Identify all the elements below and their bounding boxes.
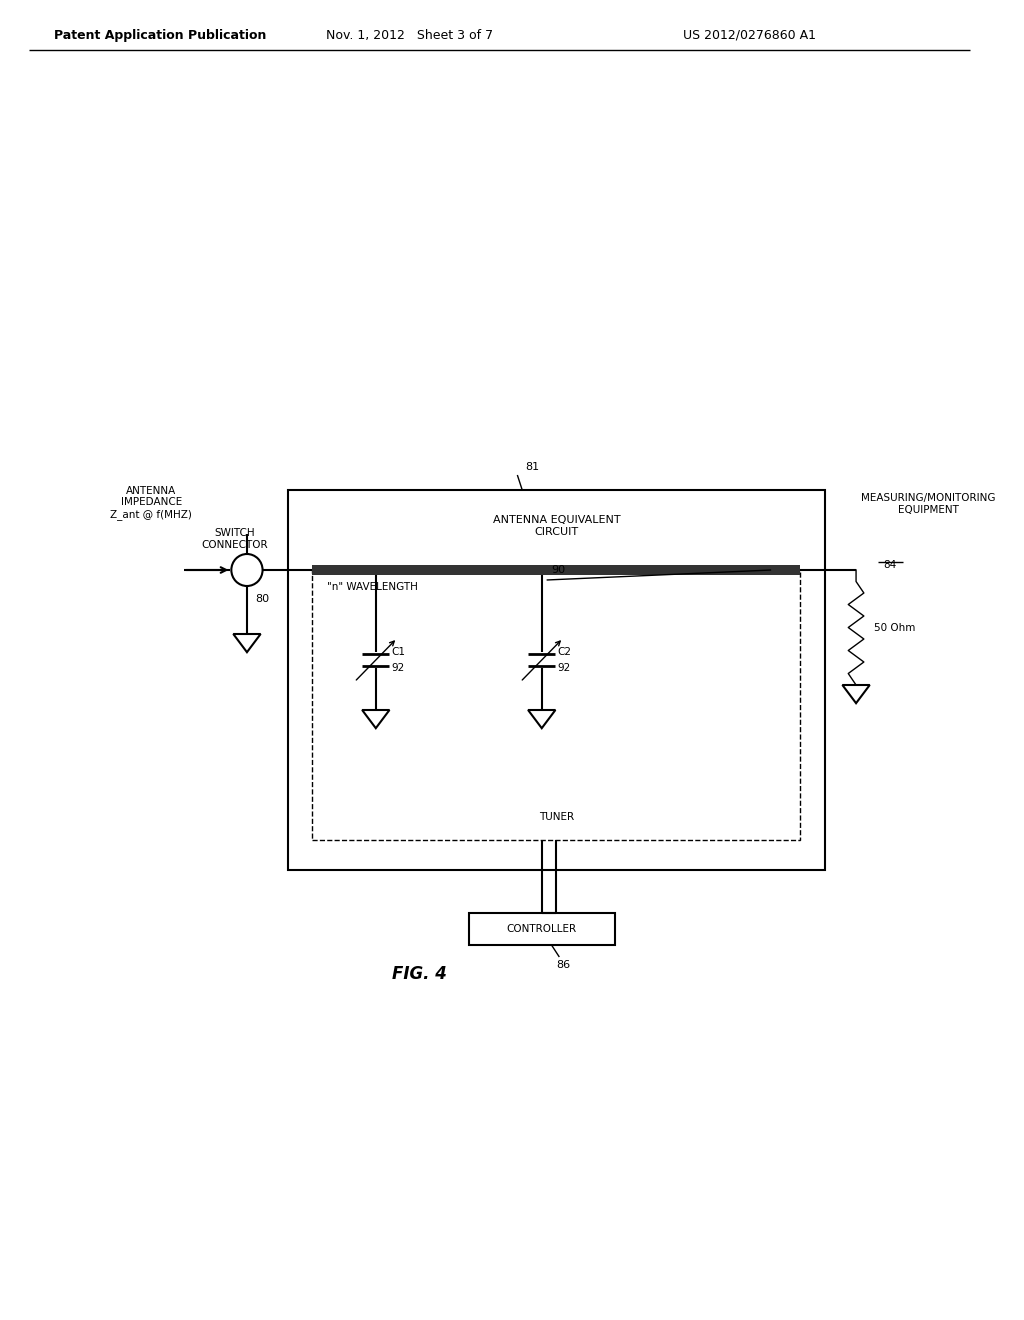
Bar xyxy=(288,490,824,870)
Text: ANTENNA EQUIVALENT
CIRCUIT: ANTENNA EQUIVALENT CIRCUIT xyxy=(493,515,621,537)
Text: 92: 92 xyxy=(557,663,570,673)
Text: 50 Ohm: 50 Ohm xyxy=(873,623,915,634)
Text: 80: 80 xyxy=(255,594,269,605)
Bar xyxy=(469,913,615,945)
Text: US 2012/0276860 A1: US 2012/0276860 A1 xyxy=(683,29,816,41)
Text: Patent Application Publication: Patent Application Publication xyxy=(53,29,266,41)
Text: C2: C2 xyxy=(557,647,571,657)
Bar xyxy=(312,565,801,576)
Text: 90: 90 xyxy=(552,565,565,576)
Text: 81: 81 xyxy=(525,462,540,473)
Text: TUNER: TUNER xyxy=(539,812,574,822)
Text: 84: 84 xyxy=(884,560,897,570)
Text: ANTENNA
IMPEDANCE
Z_ant @ f(MHZ): ANTENNA IMPEDANCE Z_ant @ f(MHZ) xyxy=(111,486,193,520)
Text: MEASURING/MONITORING
EQUIPMENT: MEASURING/MONITORING EQUIPMENT xyxy=(861,494,995,515)
Bar xyxy=(312,570,801,840)
Text: 86: 86 xyxy=(556,960,570,970)
Text: Nov. 1, 2012   Sheet 3 of 7: Nov. 1, 2012 Sheet 3 of 7 xyxy=(327,29,494,41)
Text: "n" WAVELENGTH: "n" WAVELENGTH xyxy=(327,582,418,591)
Text: CONTROLLER: CONTROLLER xyxy=(507,924,577,935)
Text: 92: 92 xyxy=(391,663,404,673)
Text: FIG. 4: FIG. 4 xyxy=(392,965,447,983)
Text: SWITCH
CONNECTOR: SWITCH CONNECTOR xyxy=(201,528,267,550)
Text: C1: C1 xyxy=(391,647,406,657)
